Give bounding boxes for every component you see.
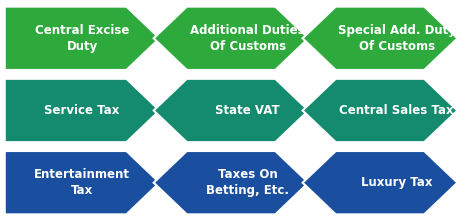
Text: Taxes On
Betting, Etc.: Taxes On Betting, Etc. <box>206 168 289 197</box>
Polygon shape <box>302 7 457 70</box>
Text: Service Tax: Service Tax <box>45 104 120 117</box>
Text: Special Add. Duty
Of Customs: Special Add. Duty Of Customs <box>337 24 456 53</box>
Polygon shape <box>154 151 309 214</box>
Text: Central Sales Tax: Central Sales Tax <box>339 104 454 117</box>
Text: Central Excise
Duty: Central Excise Duty <box>35 24 129 53</box>
Polygon shape <box>5 7 160 70</box>
Polygon shape <box>154 79 309 142</box>
Polygon shape <box>5 151 160 214</box>
Polygon shape <box>154 7 309 70</box>
Polygon shape <box>5 79 160 142</box>
Polygon shape <box>302 79 457 142</box>
Text: Additional Duties
Of Customs: Additional Duties Of Customs <box>191 24 305 53</box>
Polygon shape <box>302 151 457 214</box>
Text: Entertainment
Tax: Entertainment Tax <box>34 168 130 197</box>
Text: Luxury Tax: Luxury Tax <box>361 176 432 189</box>
Text: State VAT: State VAT <box>215 104 280 117</box>
